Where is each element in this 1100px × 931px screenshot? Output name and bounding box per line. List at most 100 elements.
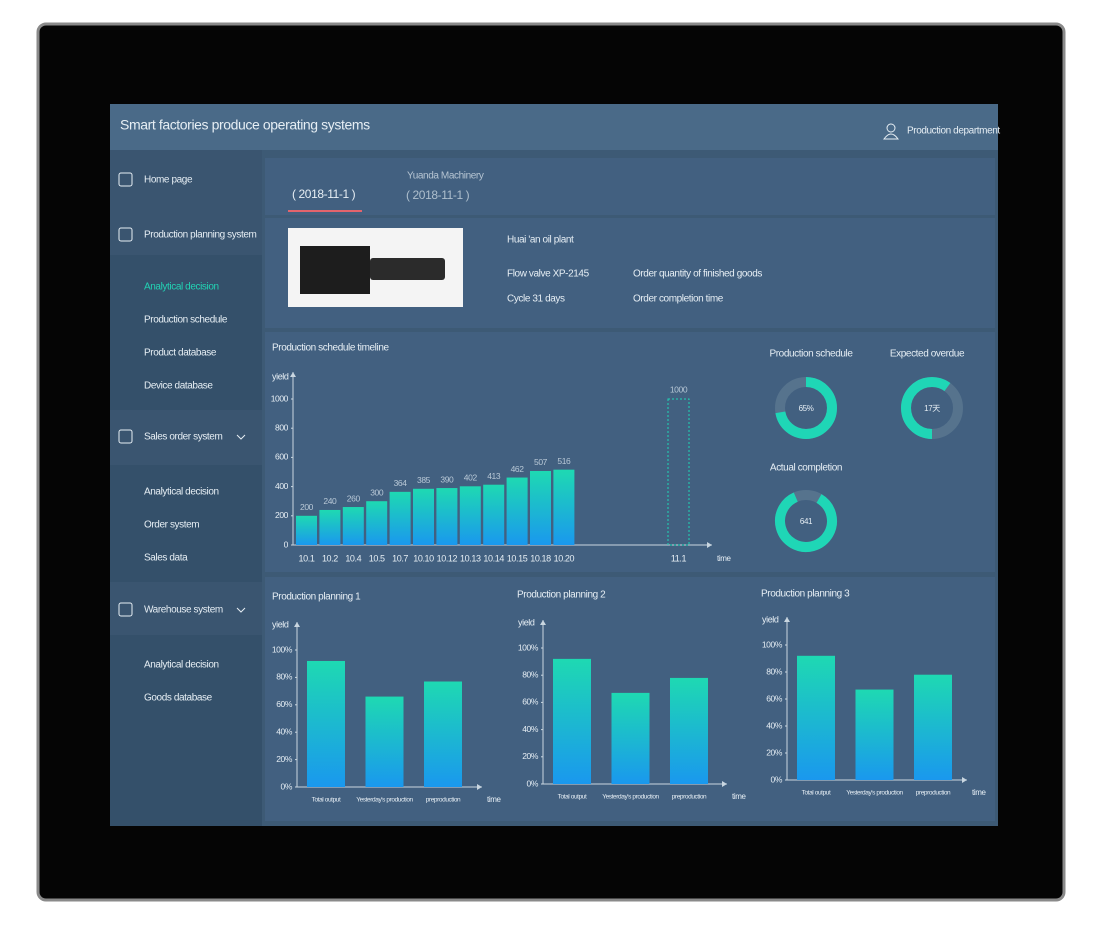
bar [553, 658, 591, 784]
x-axis-label: time [717, 554, 731, 563]
y-tick-label: 40% [766, 720, 783, 730]
y-axis-label: yield [272, 619, 289, 629]
submenu-bg [110, 255, 262, 410]
bar [797, 655, 835, 780]
target-bar [667, 398, 690, 546]
x-axis-label: time [972, 788, 986, 797]
y-tick-label: 1000 [271, 393, 289, 403]
y-tick-label: 60% [522, 697, 539, 707]
submenu-bg [110, 465, 262, 582]
bar [855, 689, 894, 780]
y-tick-label: 80% [276, 672, 293, 682]
menu-item[interactable]: Production schedule [144, 315, 228, 326]
menu-group[interactable]: Home page [144, 175, 193, 186]
x-tick-label: 10.15 [507, 553, 528, 563]
menu-item[interactable]: Product database [144, 348, 217, 359]
y-tick-label: 0 [284, 539, 289, 549]
y-tick-label: 60% [766, 693, 783, 703]
bar [296, 515, 317, 545]
x-tick-label: 10.18 [530, 553, 551, 563]
menu-icon [118, 602, 133, 617]
x-tick-label: Total output [312, 797, 341, 804]
model: Flow valve XP-2145 [507, 269, 590, 280]
menu-group[interactable]: Production planning system [144, 230, 257, 241]
bar [307, 660, 345, 787]
x-tick-label: 10.5 [369, 553, 385, 563]
menu-item[interactable]: Analytical decision [144, 282, 219, 293]
product-image [300, 246, 370, 294]
menu-item[interactable]: Analytical decision [144, 660, 219, 671]
menu-group[interactable]: Sales order system [144, 432, 223, 443]
y-tick-label: 20% [766, 747, 783, 757]
y-tick-label: 80% [522, 669, 539, 679]
chart-title: Production schedule timeline [272, 343, 389, 354]
x-tick-label: 10.12 [437, 553, 458, 563]
bar [365, 696, 404, 787]
x-tick-label: 10.7 [392, 553, 408, 563]
menu-item[interactable]: Device database [144, 381, 214, 392]
x-tick-label: Yesterday's production [846, 790, 903, 797]
y-tick-label: 100% [518, 642, 539, 652]
user-name[interactable]: Production department [907, 126, 1001, 137]
bar [611, 692, 650, 784]
y-tick-label: 40% [522, 724, 539, 734]
tab[interactable]: ( 2018-11-1 ) [406, 188, 470, 202]
header-bar [110, 104, 998, 150]
gauge-title: Expected overdue [890, 349, 965, 360]
tab-underline [288, 210, 362, 212]
gauge: Production schedule 65% Expected overdue… [769, 349, 965, 552]
plant: Huai 'an oil plant [507, 235, 574, 246]
x-tick-label: Yesterday's production [356, 797, 413, 804]
chevron [236, 607, 246, 613]
bar [424, 681, 462, 787]
bar [506, 477, 528, 545]
x-tick-label: 10.1 [299, 553, 315, 563]
gauge-label: 17天 [924, 404, 940, 413]
bar [483, 484, 505, 545]
value-label: 364 [394, 478, 408, 488]
bar [389, 491, 411, 545]
y-tick-label: 400 [275, 481, 289, 491]
gauge-label: 641 [800, 517, 813, 526]
value-label: 413 [487, 471, 501, 481]
value-label: 200 [300, 502, 314, 512]
x-tick-label: 10.20 [554, 553, 575, 563]
x-tick-label: 10.4 [345, 553, 361, 563]
menu-icon [118, 227, 133, 242]
bar [670, 677, 708, 784]
menu-item[interactable]: Order system [144, 520, 200, 531]
menu-group[interactable]: Warehouse system [144, 605, 223, 616]
y-tick-label: 0% [281, 781, 293, 791]
order-quantity: Order quantity of finished goods [633, 269, 762, 280]
menu-icon [118, 429, 133, 444]
menu-item[interactable]: Sales data [144, 553, 188, 564]
bar [553, 469, 575, 545]
y-tick-label: 0% [771, 774, 783, 784]
gauge-label: 65% [799, 404, 814, 413]
x-tick-label: Total output [558, 794, 587, 801]
tab-title[interactable]: Yuanda Machinery [407, 171, 484, 182]
menu-icon [118, 172, 133, 187]
menu-item[interactable]: Analytical decision [144, 487, 219, 498]
cycle: Cycle 31 days [507, 294, 565, 305]
bar [914, 674, 952, 780]
value-label: 240 [323, 496, 337, 506]
value-label: 390 [440, 474, 454, 484]
app-title: Smart factories produce operating system… [120, 117, 370, 133]
bar [342, 507, 364, 545]
menu-item[interactable]: Goods database [144, 693, 213, 704]
value-label: 516 [557, 456, 571, 466]
x-tick-label: 10.2 [322, 553, 338, 563]
x-tick-label: preproduction [916, 790, 951, 797]
value-label: 1000 [670, 384, 688, 394]
y-tick-label: 20% [522, 751, 539, 761]
y-tick-label: 100% [762, 639, 783, 649]
gauge-title: Production schedule [769, 349, 853, 360]
bar [530, 470, 551, 545]
order-completion: Order completion time [633, 294, 724, 305]
x-tick-label: Yesterday's production [602, 794, 659, 801]
x-tick-label: 10.13 [460, 553, 481, 563]
tab[interactable]: ( 2018-11-1 ) [292, 187, 356, 201]
x-tick-label: 10.10 [413, 553, 434, 563]
